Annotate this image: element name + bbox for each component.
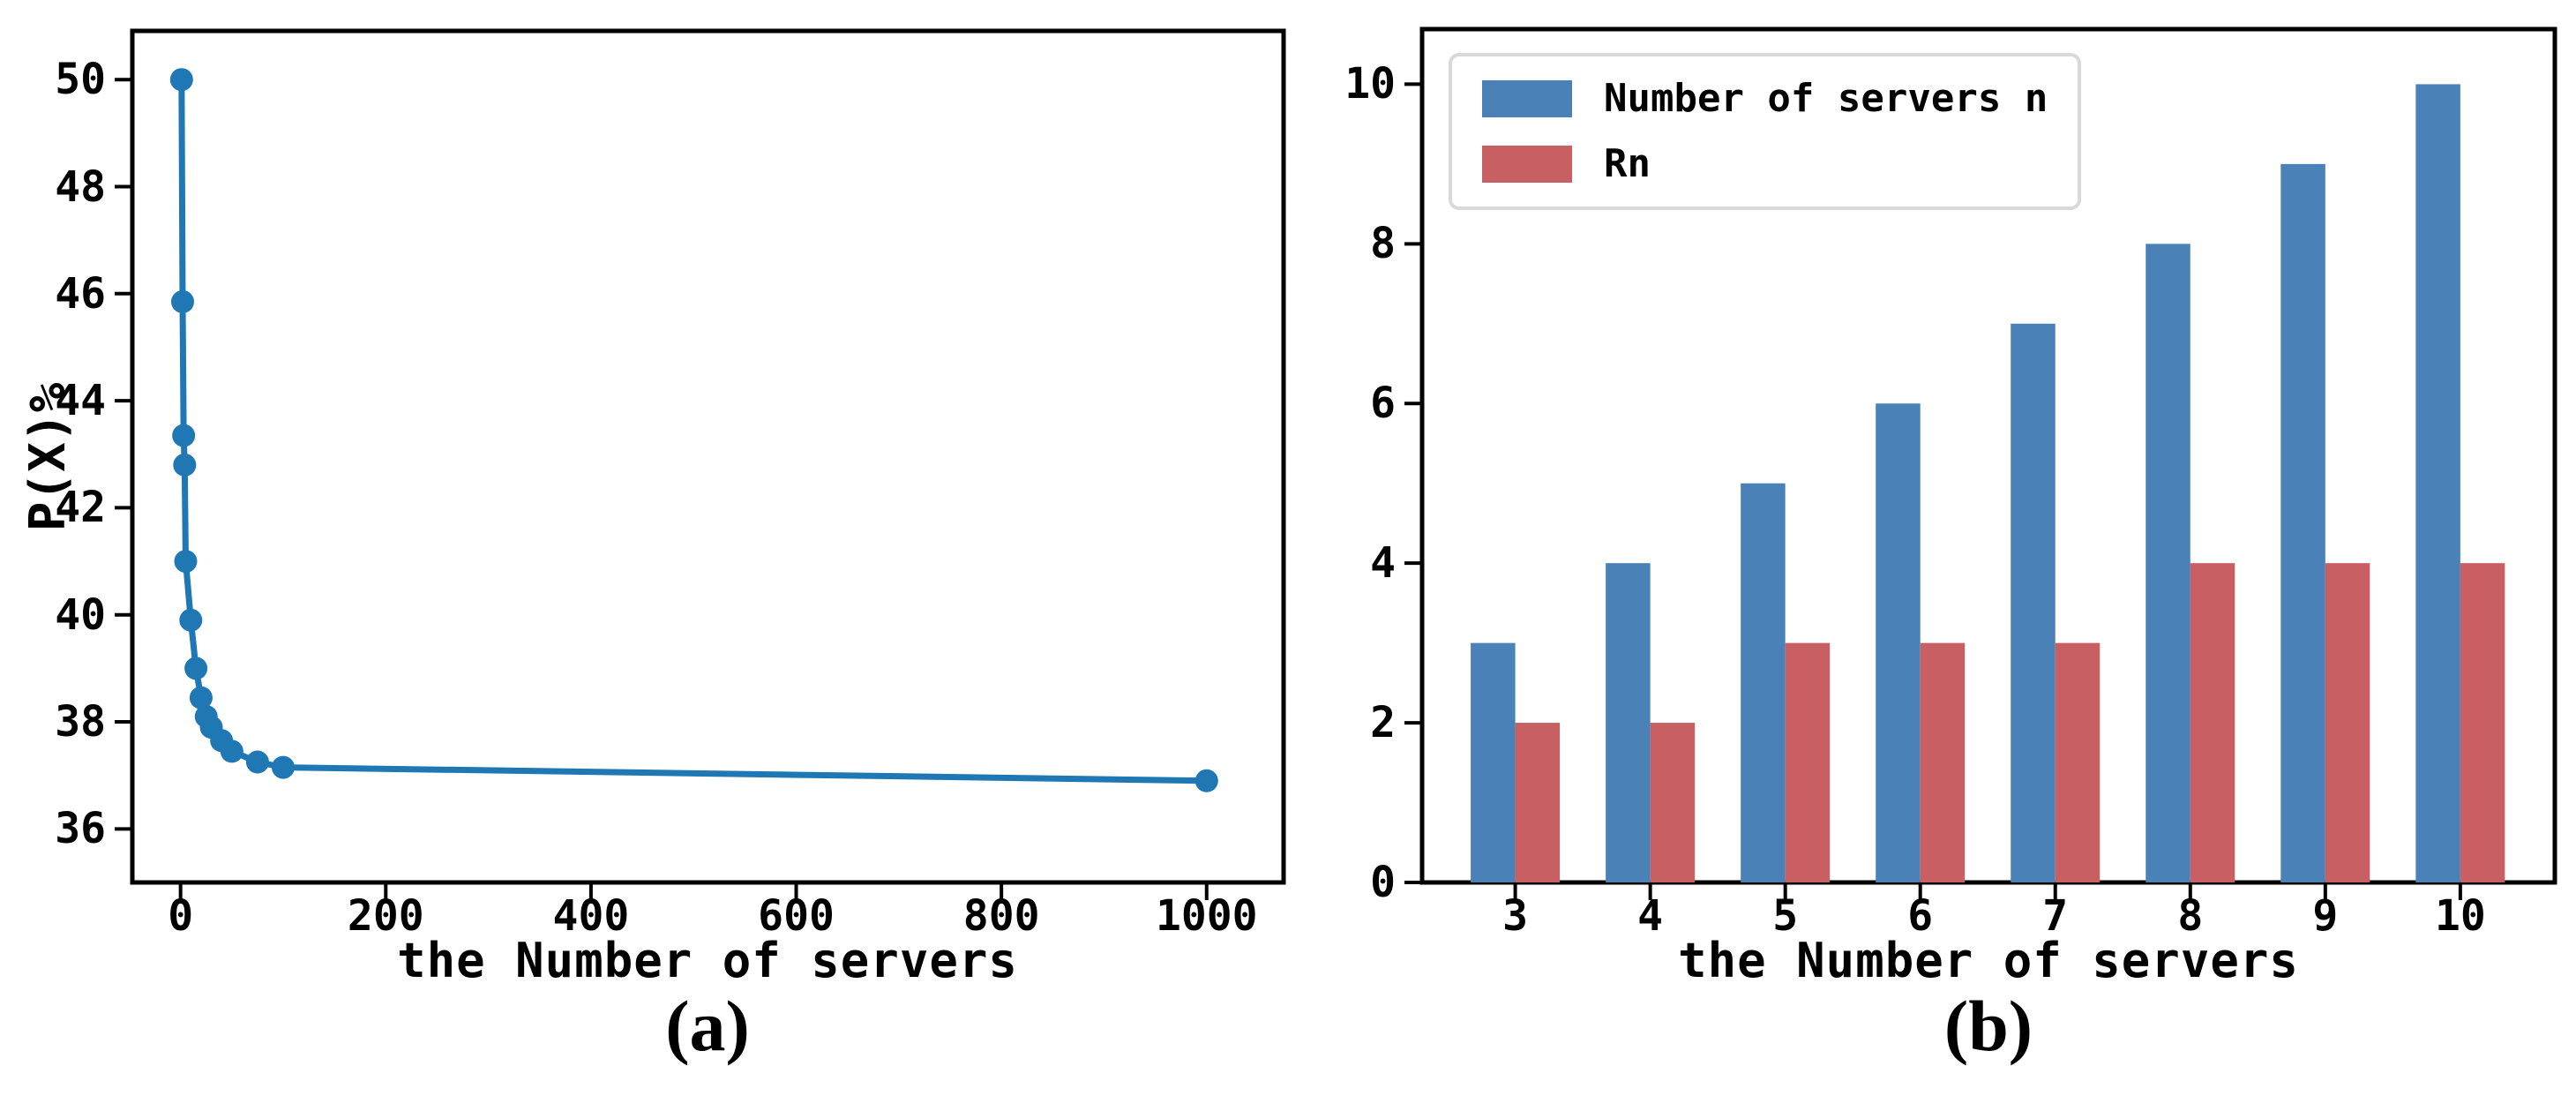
line-series [178,76,1210,784]
x-tick-label: 0 [168,891,194,941]
y-tick-label: 46 [55,268,106,319]
y-tick-label: 8 [1370,219,1396,269]
panel-a-caption: (a) [665,986,750,1066]
bar-rn [1650,723,1696,882]
x-tick-label: 7 [2042,891,2069,941]
y-tick-label: 40 [55,589,106,640]
x-tick-label: 3 [1502,891,1529,941]
bar-number-of-servers [2415,84,2460,883]
y-tick-label: 4 [1370,538,1396,589]
y-tick-label: 6 [1370,379,1396,429]
data-point-marker [170,289,194,313]
y-tick-label: 38 [55,697,106,747]
y-tick-label: 50 [55,55,106,105]
legend-item-number-of-servers: Number of servers n [1482,79,2048,118]
legend-label-number-of-servers: Number of servers n [1604,76,2048,121]
bar-rn [2190,563,2235,882]
legend-label-rn: Rn [1604,141,1651,186]
x-tick-label: 4 [1637,891,1664,941]
x-tick-label: 600 [758,891,835,941]
data-point-marker [189,686,213,709]
bar-rn [2055,642,2100,882]
legend: Number of servers n Rn [1449,53,2082,210]
x-tick-label: 400 [552,891,630,941]
axes-box [1419,26,2557,885]
bar-rn [2460,563,2505,882]
data-point-marker [169,68,193,92]
x-tick-label: 9 [2312,891,2339,941]
x-tick-label: 200 [347,891,424,941]
legend-item-rn: Rn [1482,145,2048,184]
data-point-marker [179,608,203,632]
x-tick-label: 10 [2434,891,2486,941]
bar-number-of-servers [1876,403,1921,882]
panel-b-x-axis-label: the Number of servers [1678,933,2299,988]
bar-number-of-servers [1741,483,1786,882]
panel-a-x-axis-label: the Number of servers [397,933,1018,988]
axes-box [130,28,1286,885]
bar-number-of-servers [2011,323,2056,882]
data-point-marker [172,424,196,447]
y-tick-label: 10 [1344,59,1396,109]
y-tick-label: 42 [55,483,106,533]
y-tick-label: 2 [1370,698,1396,748]
x-tick-label: 800 [962,891,1040,941]
bar-rn [1515,723,1561,882]
y-tick-label: 0 [1370,858,1396,907]
data-point-marker [174,550,198,574]
data-point-marker [271,755,295,779]
y-tick-label: 36 [55,804,106,854]
data-point-marker [1194,769,1218,792]
bar-rn [1920,642,1966,882]
panel-b-caption: (b) [1943,986,2033,1066]
bar-number-of-servers [1471,642,1516,882]
legend-swatch-red-icon [1482,146,1572,183]
bar-rn [2325,563,2370,882]
bar-chart-axes [1404,26,2557,900]
y-tick-label: 44 [55,376,106,426]
bar-number-of-servers [2145,244,2190,882]
data-point-marker [173,453,197,477]
legend-swatch-blue-icon [1482,80,1572,117]
y-tick-label: 48 [55,161,106,212]
data-point-marker [184,657,208,680]
x-tick-label: 5 [1772,891,1799,941]
x-tick-label: 8 [2177,891,2204,941]
line-chart-axes [115,28,1286,900]
bar-number-of-servers [2280,163,2325,883]
x-tick-label: 6 [1907,891,1934,941]
bar-rn [1785,642,1831,882]
data-point-marker [220,739,243,763]
x-tick-label: 1000 [1155,891,1258,941]
data-point-marker [245,750,269,774]
bar-number-of-servers [1606,563,1651,882]
